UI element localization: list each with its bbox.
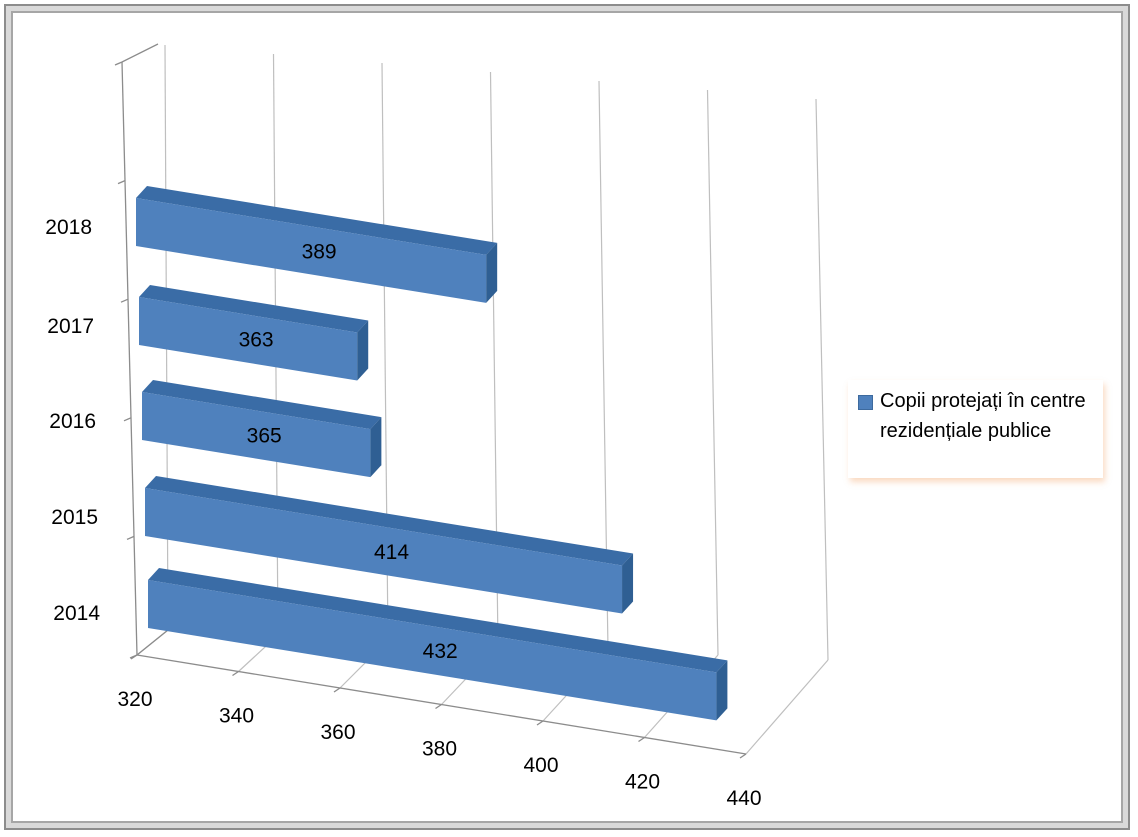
wall-gridline — [706, 89, 719, 656]
x-tick — [536, 720, 544, 726]
bar-side-face — [716, 660, 728, 721]
data-label: 414 — [374, 541, 409, 564]
data-label: 432 — [423, 640, 458, 663]
y-axis-line — [121, 61, 138, 656]
y-tick — [126, 535, 135, 540]
x-tick — [739, 753, 747, 759]
y-tick — [120, 298, 129, 303]
legend-swatch — [858, 395, 873, 410]
bar — [148, 580, 717, 721]
bar — [142, 392, 371, 478]
x-tick — [333, 687, 341, 693]
bar-side-face — [486, 242, 498, 303]
bar — [136, 198, 487, 303]
data-label: 363 — [239, 329, 274, 352]
bar — [145, 488, 623, 614]
y-tick — [117, 180, 126, 185]
bar-top-face — [142, 380, 382, 430]
x-tick-label: 400 — [523, 754, 558, 777]
bar-top-face — [145, 476, 634, 566]
floor-gridline — [745, 659, 829, 755]
y-tick — [114, 61, 123, 66]
x-tick — [435, 703, 442, 710]
wall-gridline — [815, 98, 829, 661]
axis-layer: 320 340 360 380 400 420 440 — [114, 43, 762, 810]
bar-top-face — [139, 285, 369, 333]
x-tick-label: 420 — [625, 771, 660, 794]
data-label: 365 — [247, 425, 282, 448]
bar-side-face — [357, 320, 369, 381]
bar-top-face — [148, 568, 728, 673]
label-layer: 389 2018 363 2017 365 2016 414 2015 432 2014 — [45, 216, 457, 663]
y-tick — [129, 654, 138, 659]
legend: Copii protejați în centre rezidențiale p… — [848, 380, 1103, 478]
x-tick-label: 380 — [422, 738, 457, 761]
y-tick-label: 2017 — [47, 315, 94, 338]
legend-label: Copii protejați în centre rezidențiale p… — [880, 390, 1086, 442]
bar-side-face — [370, 417, 382, 478]
y-tick-label: 2018 — [45, 216, 92, 239]
y-tick-label: 2015 — [51, 506, 98, 529]
y-tick-label: 2016 — [49, 410, 96, 433]
bar — [139, 297, 358, 381]
x-tick-label: 320 — [117, 688, 152, 711]
left-wall-bottom — [136, 629, 169, 656]
x-tick — [232, 670, 239, 677]
x-tick — [638, 736, 645, 743]
bar-layer — [136, 186, 728, 721]
y-tick — [123, 417, 132, 422]
x-tick-label: 440 — [726, 787, 761, 810]
x-tick-label: 340 — [219, 705, 254, 728]
left-wall-top — [121, 43, 159, 63]
x-tick-label: 360 — [320, 721, 355, 744]
bar-side-face — [622, 553, 634, 614]
bar-top-face — [136, 186, 498, 255]
y-tick-label: 2014 — [53, 602, 100, 625]
data-label: 389 — [302, 240, 337, 263]
